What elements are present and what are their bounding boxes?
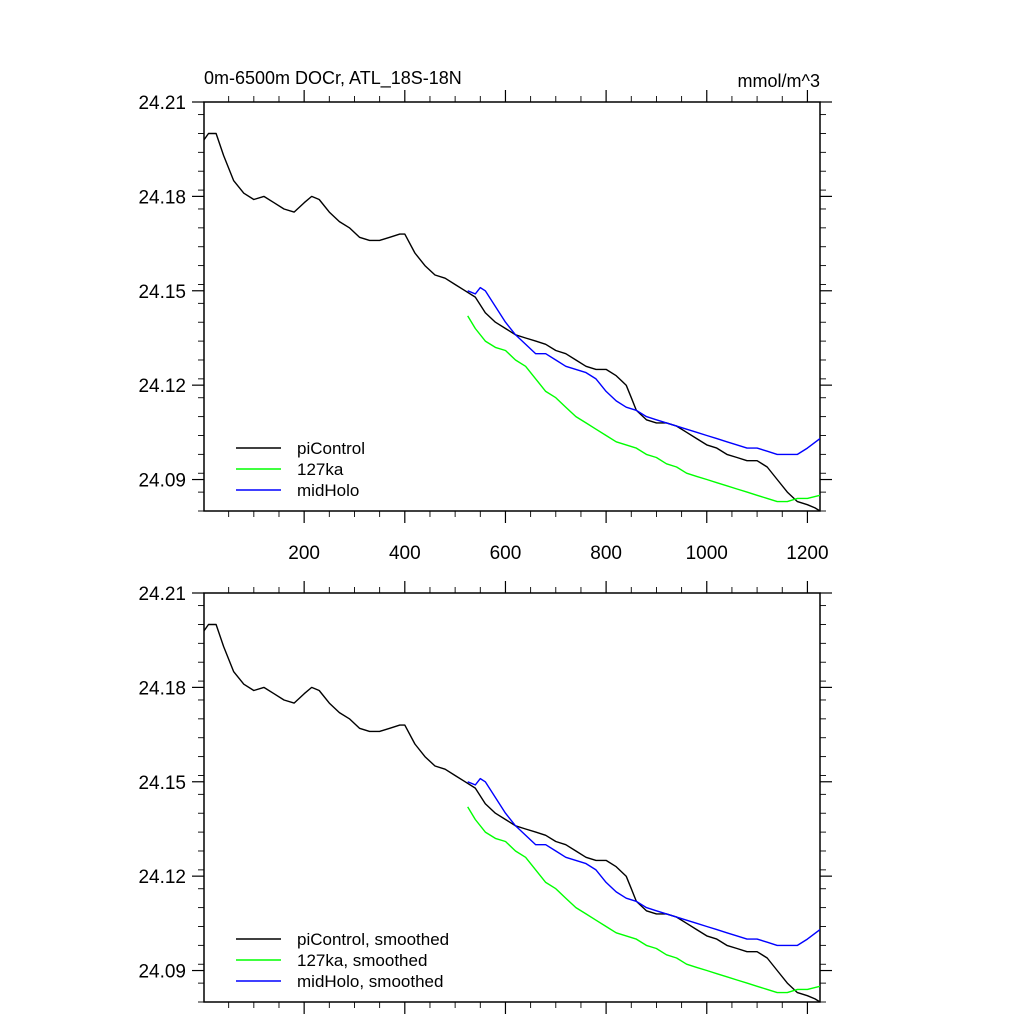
legend-label: 127ka, smoothed [297, 951, 427, 970]
y-tick-label: 24.09 [138, 471, 186, 492]
bottom-panel: 24.21 24.18 24.15 24.12 24.09 piControl, smoo… [138, 581, 832, 1014]
y-tick-label: 24.15 [138, 282, 186, 303]
y-tick-label: 24.12 [138, 376, 186, 397]
series-line-midholo [467, 286, 820, 456]
series-line-picontrol-smoothed [204, 623, 820, 1002]
series-line-midholo-smoothed [467, 777, 820, 947]
units-label: mmol/m^3 [738, 71, 820, 91]
legend-label: midHolo [297, 481, 359, 500]
legend-label: 127ka [297, 460, 344, 479]
x-tick-label: 1200 [786, 543, 828, 564]
series-group [204, 132, 820, 511]
plot-frame [203, 592, 821, 1003]
legend-label: midHolo, smoothed [297, 972, 443, 991]
y-tick-label: 24.15 [138, 773, 186, 794]
y-tick-label: 24.18 [138, 187, 186, 208]
plot-frame [203, 101, 821, 512]
series-group [204, 623, 820, 1002]
y-tick-label: 24.18 [138, 678, 186, 699]
y-tick-label: 24.21 [138, 93, 186, 114]
series-line-picontrol [204, 132, 820, 511]
top-panel: 24.21 24.18 24.15 24.12 24.09 200 400 600 800 100… [138, 90, 832, 564]
x-tick-label: 1000 [686, 543, 728, 564]
y-tick-label: 24.21 [138, 584, 186, 605]
y-tick-label: 24.12 [138, 867, 186, 888]
series-line-127ka [467, 315, 820, 503]
figure-title: 0m-6500m DOCr, ATL_18S-18N [204, 68, 462, 89]
x-tick-label: 400 [389, 543, 421, 564]
x-tick-label: 800 [590, 543, 622, 564]
x-tick-label: 200 [288, 543, 320, 564]
series-line-127ka-smoothed [467, 806, 820, 994]
y-tick-label: 24.09 [138, 962, 186, 983]
legend-label: piControl, smoothed [297, 930, 449, 949]
legend-label: piControl [297, 439, 365, 458]
x-tick-label: 600 [490, 543, 522, 564]
